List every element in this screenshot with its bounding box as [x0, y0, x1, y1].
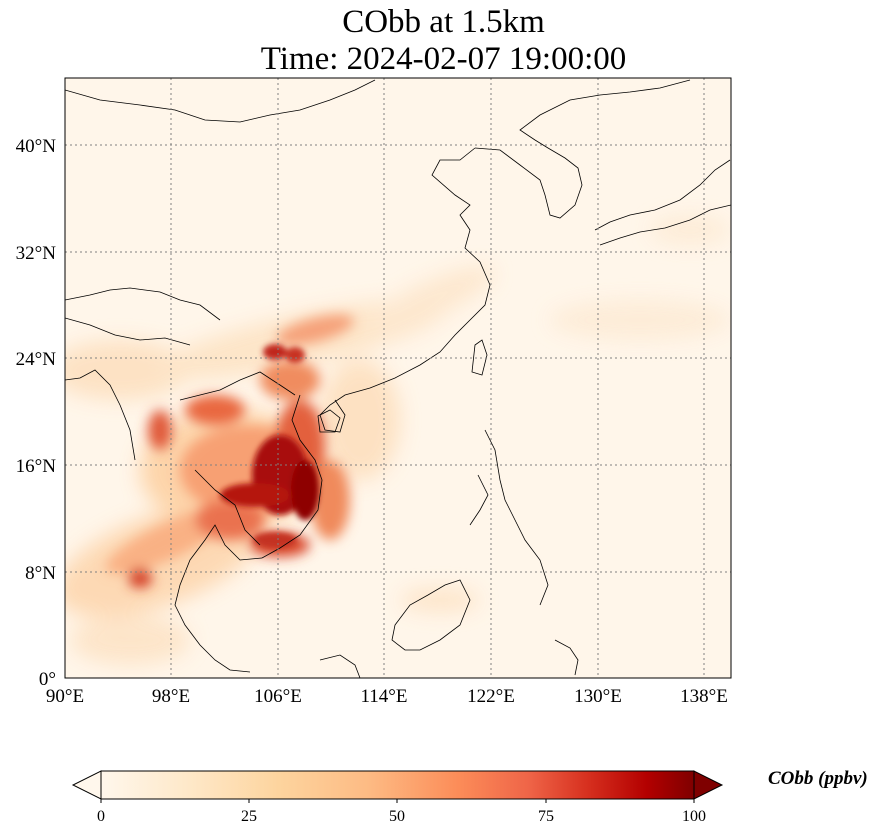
lat-tick-label: 24°N [16, 349, 57, 370]
lat-tick-label: 8°N [25, 563, 56, 584]
colorbar-extend-min [71, 770, 102, 800]
colorbar-tick-label: 25 [241, 808, 257, 825]
lat-tick-label: 16°N [16, 456, 57, 477]
lat-tick-label: 32°N [16, 243, 57, 264]
lon-tick-label: 138°E [680, 686, 728, 707]
lon-tick-label: 98°E [152, 686, 190, 707]
lon-tick-label: 122°E [467, 686, 515, 707]
colorbar-extend-max [693, 770, 724, 800]
colorbar-tick-label: 75 [538, 808, 554, 825]
lon-tick-label: 130°E [574, 686, 622, 707]
colorbar: 0 25 50 75 100 [71, 770, 724, 825]
colorbar-tick-label: 100 [682, 808, 706, 825]
colorbar-label: CObb (ppbv) [768, 768, 868, 789]
coastlines [65, 79, 731, 678]
lat-tick-label: 0° [39, 669, 56, 690]
map-time: Time: 2024-02-07 19:00:00 [260, 41, 627, 77]
lon-tick-label: 106°E [254, 686, 302, 707]
map-frame [64, 77, 732, 679]
gridlines [65, 78, 731, 678]
lon-tick-labels: 90°E 98°E 106°E 114°E 122°E 130°E 138°E [46, 686, 728, 707]
colorbar-gradient [100, 770, 695, 800]
lon-tick-label: 90°E [46, 686, 84, 707]
lon-tick-label: 114°E [361, 686, 408, 707]
colorbar-tick-label: 0 [97, 808, 105, 825]
map-title: CObb at 1.5km [342, 4, 545, 40]
lat-tick-labels: 40°N 32°N 24°N 16°N 8°N 0° [16, 136, 57, 690]
concentration-field [65, 78, 731, 678]
lat-tick-label: 40°N [16, 136, 57, 157]
colorbar-tick-label: 50 [389, 808, 405, 825]
